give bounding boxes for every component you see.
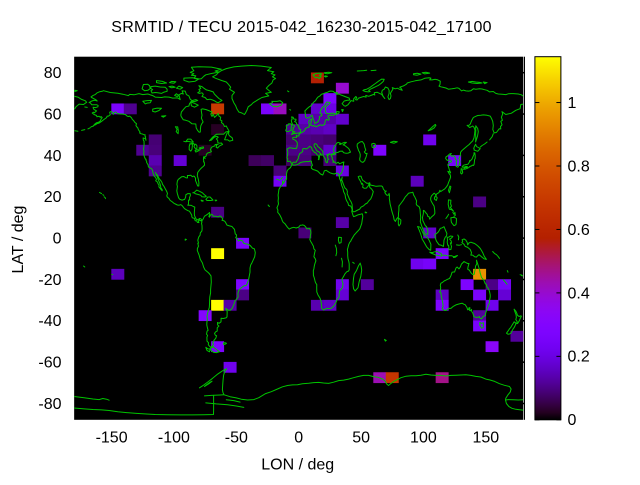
- svg-text:80: 80: [44, 65, 62, 82]
- svg-text:-40: -40: [38, 313, 61, 330]
- svg-text:150: 150: [472, 429, 499, 446]
- svg-text:-150: -150: [96, 429, 128, 446]
- svg-text:100: 100: [410, 429, 437, 446]
- svg-text:-60: -60: [38, 355, 61, 372]
- svg-text:20: 20: [44, 189, 62, 206]
- svg-text:-100: -100: [158, 429, 190, 446]
- svg-text:0.4: 0.4: [568, 285, 590, 302]
- svg-text:1: 1: [568, 95, 577, 112]
- svg-text:0: 0: [53, 231, 62, 248]
- svg-text:SRMTID / TECU 2015-042_16230-2: SRMTID / TECU 2015-042_16230-2015-042_17…: [111, 19, 491, 36]
- svg-text:0: 0: [568, 412, 577, 429]
- svg-text:-20: -20: [38, 272, 61, 289]
- svg-text:-50: -50: [225, 429, 248, 446]
- svg-text:50: 50: [352, 429, 370, 446]
- svg-text:LON / deg: LON / deg: [261, 457, 334, 474]
- svg-text:0.8: 0.8: [568, 158, 590, 175]
- svg-text:40: 40: [44, 148, 62, 165]
- svg-text:-80: -80: [38, 396, 61, 413]
- svg-text:0.6: 0.6: [568, 222, 590, 239]
- svg-text:0.2: 0.2: [568, 349, 590, 366]
- svg-text:LAT / deg: LAT / deg: [10, 206, 27, 274]
- svg-text:60: 60: [44, 107, 62, 124]
- svg-text:0: 0: [294, 429, 303, 446]
